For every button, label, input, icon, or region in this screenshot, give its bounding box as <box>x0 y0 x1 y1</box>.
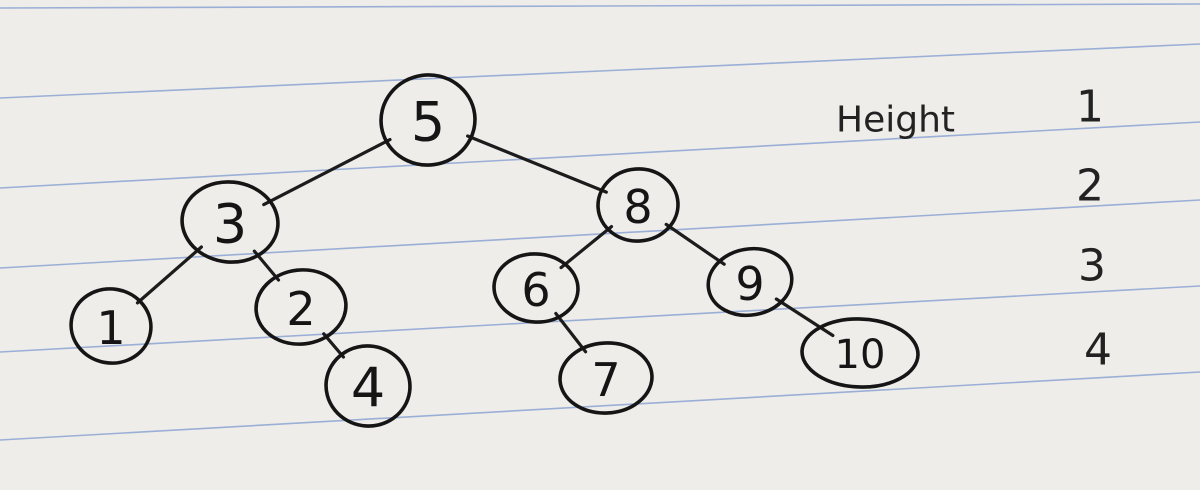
tree-node-10: 10 <box>800 317 920 389</box>
edge-3-1 <box>135 245 203 305</box>
node-label: 4 <box>351 357 385 420</box>
height-label: Height <box>836 100 955 141</box>
edge-8-9 <box>664 222 726 266</box>
node-outline <box>492 252 580 324</box>
edge-8-6 <box>559 224 614 270</box>
node-label: 6 <box>521 263 550 317</box>
ruled-line <box>0 43 1200 99</box>
node-outline <box>180 180 280 264</box>
ruled-line <box>0 121 1200 189</box>
node-label: 1 <box>96 301 125 355</box>
tree-node-5: 5 <box>379 73 477 167</box>
node-outline <box>69 287 153 365</box>
edge-6-7 <box>554 311 588 354</box>
node-label: 9 <box>735 257 764 311</box>
height-level-2: 2 <box>1076 161 1104 212</box>
node-label: 7 <box>591 353 620 407</box>
node-outline <box>800 317 920 389</box>
node-outline <box>706 246 794 318</box>
edge-5-3 <box>262 137 392 207</box>
height-levels: 1 2 3 4 <box>1076 82 1112 376</box>
edge-9-10 <box>774 297 835 338</box>
ruled-lines <box>0 3 1200 441</box>
height-level-4: 4 <box>1084 325 1112 376</box>
node-label: 5 <box>411 91 445 154</box>
node-label: 8 <box>623 180 652 234</box>
tree-node-3: 3 <box>180 180 280 264</box>
ruled-line <box>0 3 1200 9</box>
tree-node-6: 6 <box>492 252 580 324</box>
tree-node-8: 8 <box>596 167 680 243</box>
tree-node-4: 4 <box>324 344 412 428</box>
node-outline <box>596 167 680 243</box>
tree-node-7: 7 <box>558 341 654 415</box>
node-label: 2 <box>286 282 315 336</box>
tree-node-2: 2 <box>254 268 348 346</box>
ruled-line <box>0 285 1200 353</box>
node-outline <box>379 73 477 167</box>
node-label: 3 <box>213 193 247 256</box>
node-outline <box>324 344 412 428</box>
node-outline <box>558 341 654 415</box>
tree-node-9: 9 <box>706 246 794 318</box>
edge-5-8 <box>466 134 608 194</box>
ruled-line <box>0 371 1200 441</box>
height-level-1: 1 <box>1076 82 1104 133</box>
tree-node-1: 1 <box>69 287 153 365</box>
tree-nodes: 5 3 8 1 2 6 9 4 7 10 <box>69 73 920 428</box>
node-label: 10 <box>835 332 886 378</box>
height-level-3: 3 <box>1078 241 1106 292</box>
node-outline <box>254 268 348 346</box>
